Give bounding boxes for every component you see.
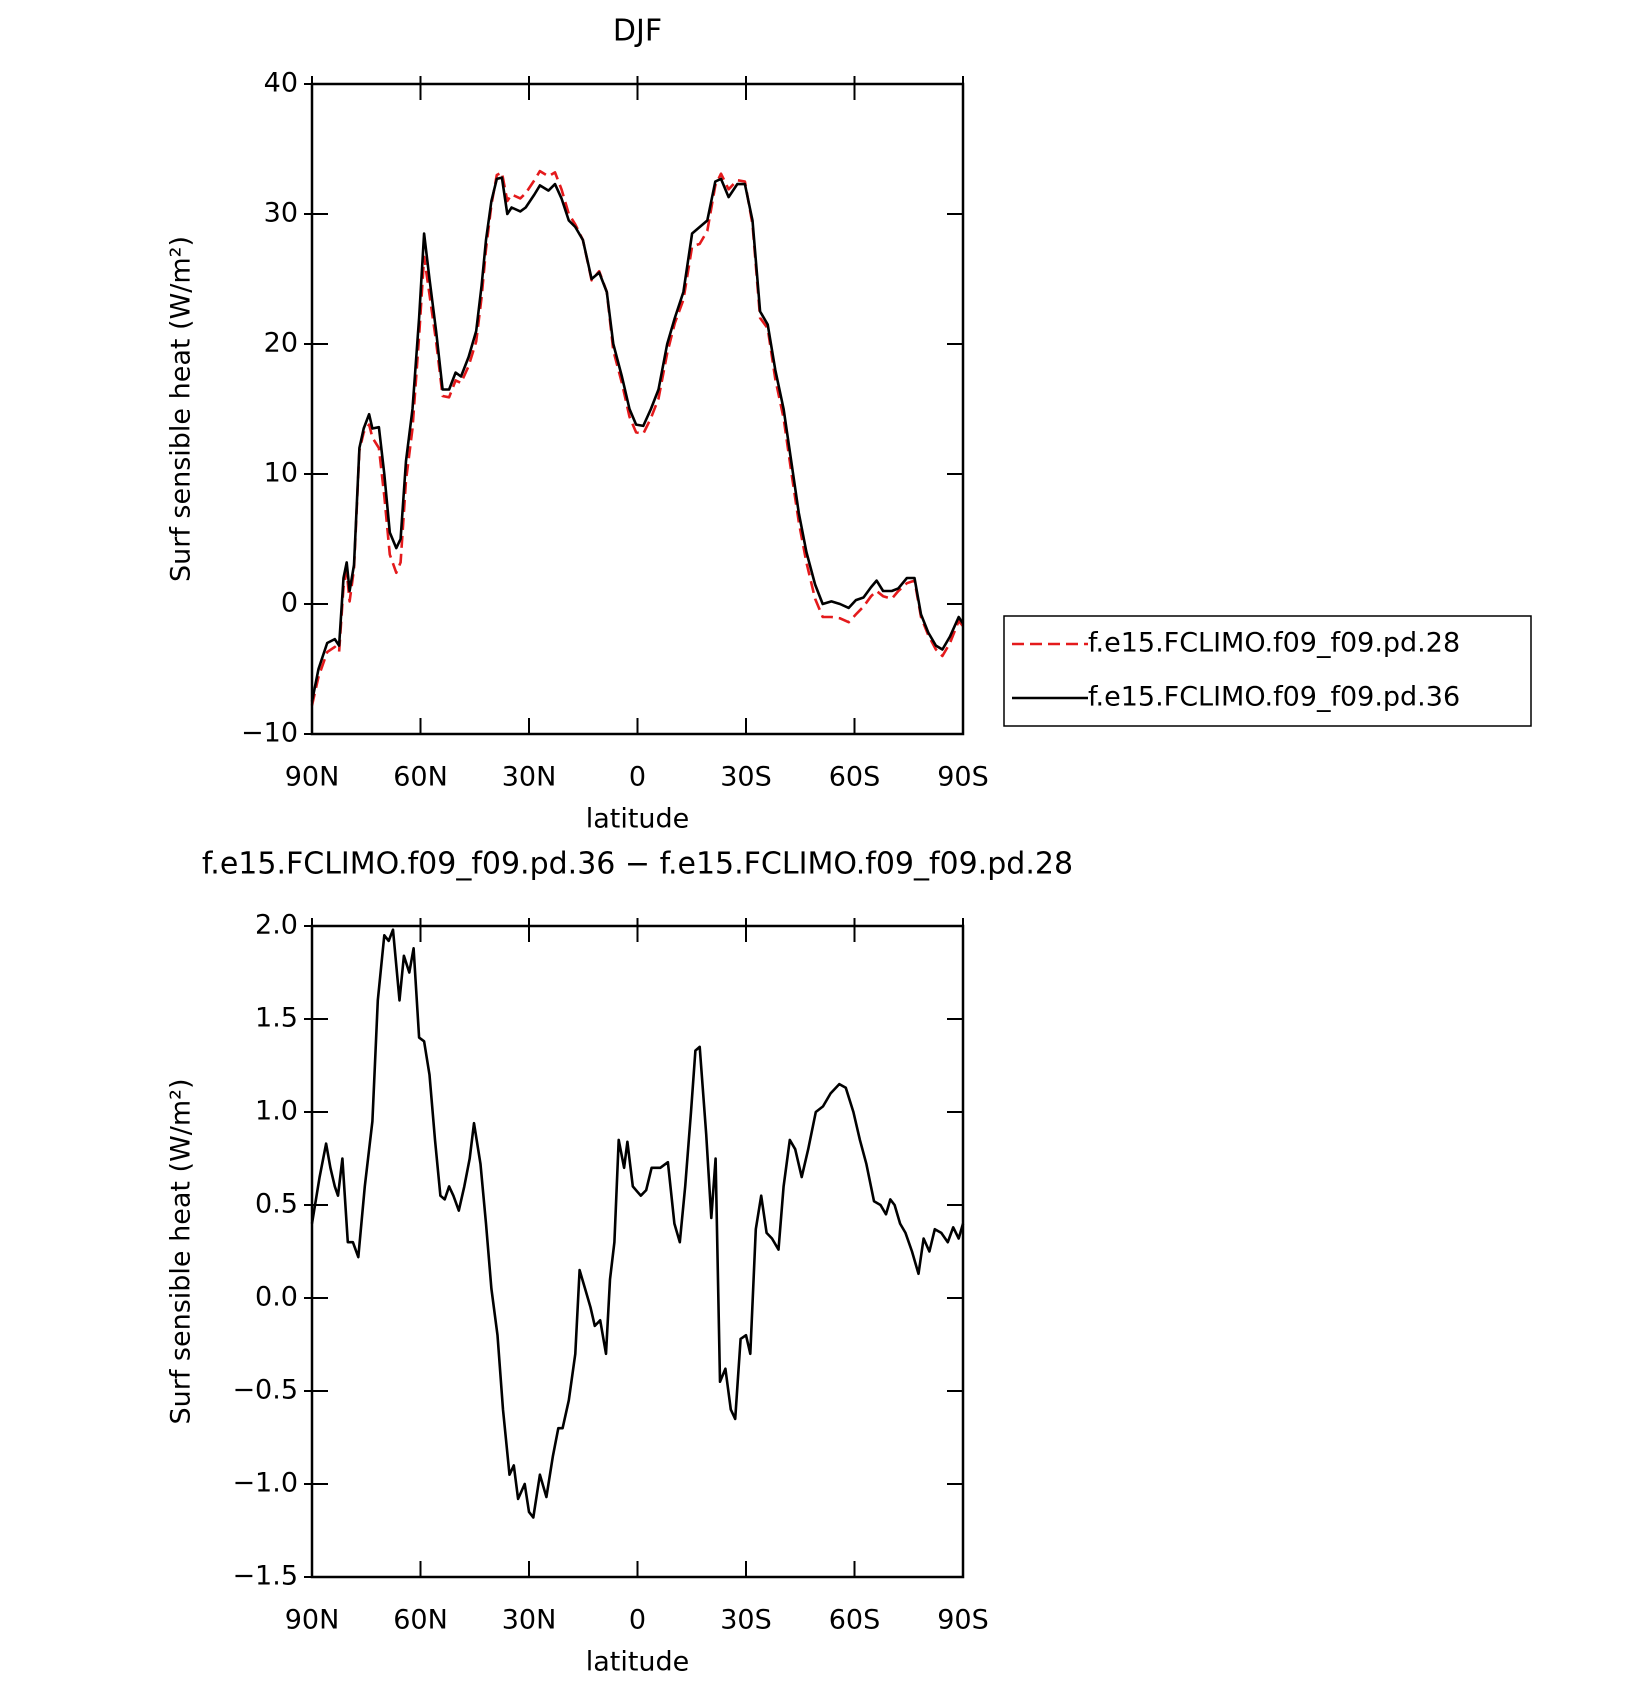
y-tick-label: 0.0	[255, 1282, 298, 1313]
x-tick-label: 60S	[829, 762, 881, 793]
y-tick-label: 1.0	[255, 1096, 298, 1127]
y-tick-label: 10	[264, 458, 298, 489]
y-tick-label: −1.0	[232, 1468, 298, 1499]
chart-title: f.e15.FCLIMO.f09_f09.pd.36 − f.e15.FCLIM…	[202, 847, 1073, 882]
y-axis-label: Surf sensible heat (W/m²)	[166, 1078, 197, 1424]
x-tick-label: 30N	[502, 762, 557, 793]
data-line	[310, 176, 965, 702]
x-tick-label: 30S	[720, 762, 772, 793]
data-line	[310, 928, 965, 1519]
y-tick-label: −10	[241, 718, 298, 749]
x-axis-label: latitude	[586, 1647, 690, 1678]
x-tick-label: 0	[629, 1605, 646, 1636]
y-tick-label: 30	[264, 198, 298, 229]
x-tick-label: 90S	[937, 1605, 989, 1636]
legend-label: f.e15.FCLIMO.f09_f09.pd.36	[1088, 682, 1460, 713]
chart-title: DJF	[613, 14, 662, 49]
x-tick-label: 60N	[393, 762, 448, 793]
data-line	[310, 169, 965, 706]
y-tick-label: −0.5	[232, 1375, 298, 1406]
legend-label: f.e15.FCLIMO.f09_f09.pd.28	[1088, 628, 1460, 659]
plot-frame	[310, 924, 965, 1579]
x-tick-label: 0	[629, 762, 646, 793]
y-axis-label: Surf sensible heat (W/m²)	[166, 236, 197, 582]
plot-frame	[310, 82, 965, 736]
x-tick-label: 30N	[502, 1605, 557, 1636]
y-tick-label: 0	[281, 588, 298, 619]
x-tick-label: 90S	[937, 762, 989, 793]
x-tick-label: 60S	[829, 1605, 881, 1636]
y-tick-label: 20	[264, 328, 298, 359]
x-tick-label: 60N	[393, 1605, 448, 1636]
x-tick-label: 90N	[285, 762, 340, 793]
y-tick-label: 2.0	[255, 910, 298, 941]
x-tick-label: 30S	[720, 1605, 772, 1636]
x-axis-label: latitude	[586, 804, 690, 835]
x-tick-label: 90N	[285, 1605, 340, 1636]
legend-box	[1003, 615, 1532, 727]
y-tick-label: 1.5	[255, 1003, 298, 1034]
y-tick-label: 0.5	[255, 1189, 298, 1220]
y-tick-label: −1.5	[232, 1561, 298, 1592]
y-tick-label: 40	[264, 68, 298, 99]
